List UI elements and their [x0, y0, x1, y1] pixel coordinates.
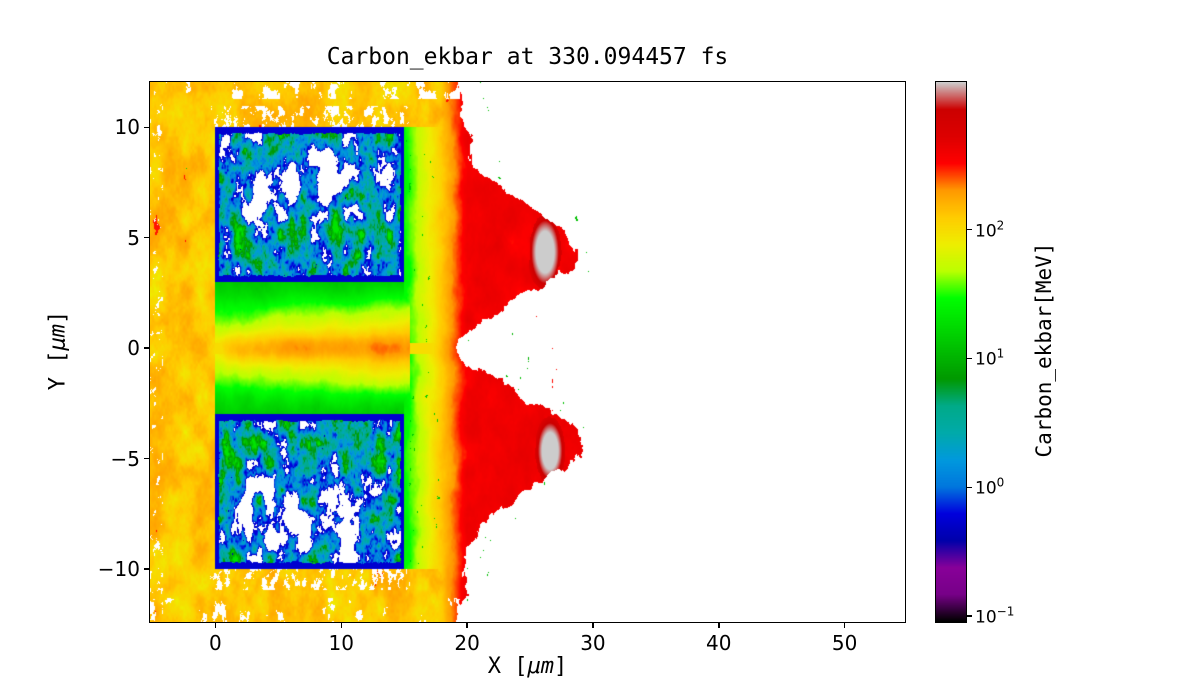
x-axis-label-close: ]: [554, 654, 568, 679]
x-tick-label: 0: [209, 631, 222, 655]
y-tick-label: −5: [110, 446, 140, 471]
x-tick-mark: [592, 623, 594, 628]
colorbar-tick-mark: [967, 486, 972, 489]
x-tick-label: 30: [580, 631, 606, 655]
y-tick-label: 5: [127, 225, 140, 250]
x-tick-label: 50: [831, 631, 858, 655]
y-axis-label-text: Y [: [45, 350, 71, 391]
x-axis-label: X [μm]: [150, 654, 905, 679]
y-tick-mark: [144, 568, 149, 570]
y-tick-mark: [144, 347, 149, 349]
y-tick-mark: [144, 126, 149, 129]
colorbar-tick-mark: [967, 228, 972, 231]
colorbar-tick-mark: [967, 615, 972, 617]
colorbar-tick-label: 10−1: [975, 604, 1015, 628]
colorbar-tick-mark: [967, 357, 972, 360]
colorbar-canvas: [936, 82, 966, 622]
x-tick-label: 40: [706, 631, 732, 655]
chart-title: Carbon_ekbar at 330.094457 fs: [326, 44, 729, 70]
x-tick-mark: [466, 623, 468, 628]
x-axis-label-text: X [: [487, 654, 528, 679]
x-tick-mark: [340, 623, 343, 628]
colorbar-label: Carbon_ekbar[MeV]: [1032, 242, 1056, 458]
x-tick-label: 10: [328, 631, 354, 655]
heatmap-canvas: [150, 82, 905, 622]
x-axis-unit: μm: [527, 654, 555, 679]
y-axis-unit: μm: [45, 324, 71, 351]
colorbar-tick-label: 102: [975, 218, 1005, 241]
y-tick-label: 0: [127, 336, 140, 361]
y-tick-mark: [144, 236, 149, 239]
y-tick-label: 10: [114, 115, 140, 140]
x-tick-mark: [214, 623, 217, 628]
colorbar: [935, 81, 967, 623]
y-tick-mark: [144, 457, 149, 460]
x-tick-mark: [843, 623, 846, 628]
y-axis-label: Y [μm]: [46, 231, 71, 471]
colorbar-tick-label: 100: [975, 475, 1005, 499]
y-tick-label: −10: [97, 556, 140, 581]
plot-area: [149, 81, 906, 623]
x-tick-label: 20: [454, 631, 480, 655]
y-axis-label-close: ]: [45, 310, 71, 324]
x-tick-mark: [718, 623, 720, 628]
colorbar-tick-label: 101: [975, 347, 1005, 370]
